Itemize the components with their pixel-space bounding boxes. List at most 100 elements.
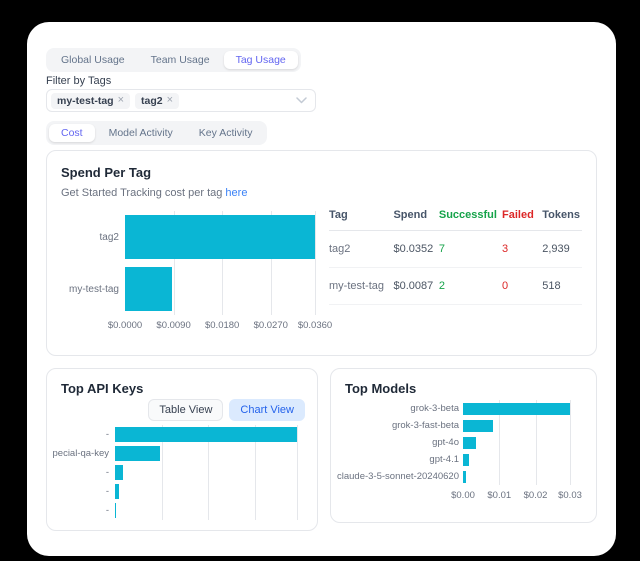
tag-remove-icon[interactable]: × bbox=[166, 94, 174, 106]
chart-row bbox=[463, 417, 570, 434]
x-axis-tick: $0.0270 bbox=[253, 320, 288, 331]
cost-activity-tablist: Cost Model Activity Key Activity bbox=[46, 121, 268, 145]
y-axis-label: gpt-4o bbox=[432, 437, 459, 448]
x-axis-tick: $0.02 bbox=[523, 490, 548, 501]
y-axis-label: my-test-tag bbox=[68, 283, 119, 295]
y-axis-label: claude-3-5-sonnet-20240620 bbox=[336, 471, 459, 482]
column-header-spend: Spend bbox=[393, 205, 439, 231]
y-axis-labels: tag2 my-test-tag bbox=[61, 211, 119, 315]
y-axis-label: - bbox=[105, 505, 109, 516]
chart-row bbox=[125, 211, 315, 263]
table-cell: 2,939 bbox=[542, 230, 582, 268]
chart-row bbox=[463, 468, 570, 485]
x-axis-tick: $0.00 bbox=[451, 490, 475, 501]
x-axis: $0.0000 $0.0090 $0.0180 $0.0270 $0.0360 bbox=[108, 315, 332, 331]
table-cell: 3 bbox=[502, 230, 543, 268]
chart-bar bbox=[115, 503, 116, 518]
tag-remove-icon[interactable]: × bbox=[117, 94, 125, 106]
x-axis-tick: $0.01 bbox=[487, 490, 512, 501]
tab-cost[interactable]: Cost bbox=[49, 124, 95, 142]
y-axis-label: tag2 bbox=[99, 231, 119, 243]
chart-row bbox=[125, 263, 315, 315]
view-toggle-group: Table View Chart View bbox=[47, 399, 305, 421]
view-button-table-view[interactable]: Table View bbox=[148, 399, 224, 421]
chart-bar bbox=[125, 215, 315, 259]
spend-per-tag-card: Spend Per Tag Get Started Tracking cost … bbox=[46, 150, 597, 356]
gridline bbox=[254, 425, 256, 520]
tab-model-activity[interactable]: Model Activity bbox=[108, 127, 173, 139]
spend-per-tag-subtitle: Get Started Tracking cost per tag here bbox=[61, 187, 582, 199]
chart-row bbox=[115, 501, 297, 520]
top-models-title: Top Models bbox=[345, 381, 417, 396]
gridline bbox=[499, 400, 501, 485]
column-header-failed: Failed bbox=[502, 205, 543, 231]
chart-bar bbox=[463, 453, 470, 466]
filter-tag-pill[interactable]: my-test-tag × bbox=[51, 92, 131, 109]
top-api-keys-chart: - pecial-qa-key - - - bbox=[47, 425, 317, 520]
top-models-chart: grok-3-beta grok-3-fast-beta gpt-4o gpt-4.1… bbox=[336, 400, 582, 501]
usage-dashboard-panel: Global Usage Team Usage Tag Usage Filter b… bbox=[27, 22, 616, 556]
table-cell: 2 bbox=[438, 267, 502, 305]
table-header-row: Tag Spend Successful Failed Tokens bbox=[329, 205, 582, 231]
x-axis-tick: $0.0360 bbox=[297, 320, 333, 331]
chart-bar bbox=[463, 436, 477, 449]
top-api-keys-title: Top API Keys bbox=[61, 381, 144, 396]
gridline bbox=[297, 425, 298, 520]
gridline bbox=[570, 400, 571, 485]
column-header-successful: Successful bbox=[438, 205, 502, 231]
chart-row bbox=[463, 434, 570, 451]
gridline bbox=[173, 211, 175, 315]
top-api-keys-card: Top API Keys Table View Chart View - pecia… bbox=[46, 368, 318, 531]
plot-area bbox=[115, 425, 298, 520]
chart-row bbox=[115, 463, 297, 482]
chart-bar bbox=[115, 465, 123, 480]
x-axis-tick: $0.0180 bbox=[204, 320, 240, 331]
tag-pill-label: tag2 bbox=[141, 94, 163, 107]
spend-card-content: tag2 my-test-tag $0.0000 $0.0090 $0.0180 $0.0… bbox=[61, 203, 582, 331]
y-axis-labels: grok-3-beta grok-3-fast-beta gpt-4o gpt-4.1… bbox=[336, 400, 459, 485]
gridline bbox=[270, 211, 272, 315]
chart-bar bbox=[463, 419, 493, 432]
here-link[interactable]: here bbox=[225, 187, 248, 199]
tag-filter-select[interactable]: my-test-tag × tag2 × bbox=[46, 89, 316, 112]
tab-key-activity[interactable]: Key Activity bbox=[198, 127, 253, 139]
gridline bbox=[315, 211, 316, 315]
table-row: my-test-tag $0.0087 2 0 518 bbox=[329, 267, 582, 305]
chart-row bbox=[463, 400, 570, 417]
view-button-chart-view[interactable]: Chart View bbox=[229, 399, 305, 421]
plot-area: $0.0000 $0.0090 $0.0180 $0.0270 $0.0360 bbox=[108, 211, 332, 331]
selected-tag-pills: my-test-tag × tag2 × bbox=[51, 92, 296, 109]
chart-row bbox=[115, 444, 297, 463]
table-cell: my-test-tag bbox=[329, 267, 394, 305]
spend-per-tag-title: Spend Per Tag bbox=[61, 165, 152, 180]
filter-tag-pill[interactable]: tag2 × bbox=[135, 92, 180, 109]
x-axis: $0.00 $0.01 $0.02 $0.03 bbox=[451, 485, 582, 501]
gridline bbox=[161, 425, 163, 520]
chart-bar bbox=[115, 427, 297, 442]
chart-row bbox=[463, 451, 570, 468]
table-cell: $0.0087 bbox=[393, 267, 439, 305]
tab-team-usage[interactable]: Team Usage bbox=[150, 54, 210, 66]
y-axis-label: - bbox=[105, 467, 109, 478]
y-axis-label: - bbox=[105, 429, 109, 440]
tab-global-usage[interactable]: Global Usage bbox=[61, 54, 125, 66]
filter-by-tags-label: Filter by Tags bbox=[46, 75, 112, 87]
column-header-tokens: Tokens bbox=[542, 205, 582, 231]
table-cell: tag2 bbox=[329, 230, 394, 268]
subtitle-text: Get Started Tracking cost per tag bbox=[61, 187, 223, 199]
x-axis-tick: $0.0090 bbox=[156, 320, 191, 331]
chart-bar bbox=[463, 470, 466, 483]
tab-tag-usage[interactable]: Tag Usage bbox=[223, 51, 298, 69]
table-cell: $0.0352 bbox=[393, 230, 439, 268]
y-axis-label: - bbox=[105, 486, 109, 497]
column-header-tag: Tag bbox=[329, 205, 394, 231]
gridline bbox=[535, 400, 537, 485]
chart-bar bbox=[125, 267, 172, 311]
usage-scope-tablist: Global Usage Team Usage Tag Usage bbox=[46, 48, 301, 72]
top-models-card: Top Models grok-3-beta grok-3-fast-beta gp… bbox=[330, 368, 597, 523]
y-axis-labels: - pecial-qa-key - - - bbox=[47, 425, 110, 520]
tag-pill-label: my-test-tag bbox=[57, 94, 114, 107]
chart-row bbox=[115, 482, 297, 501]
plot-area: $0.00 $0.01 $0.02 $0.03 bbox=[451, 400, 582, 501]
tag-spend-table: Tag Spend Successful Failed Tokens tag2 $0.035… bbox=[329, 205, 582, 305]
